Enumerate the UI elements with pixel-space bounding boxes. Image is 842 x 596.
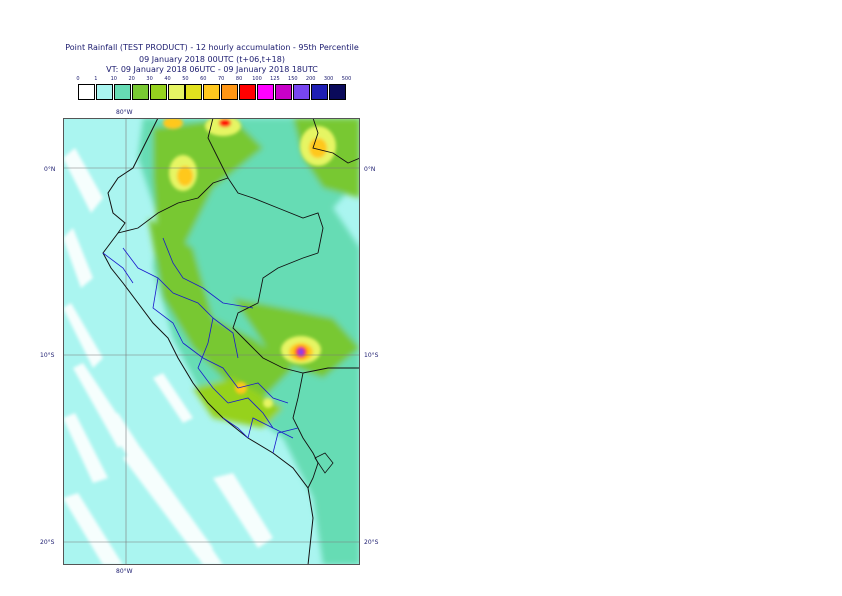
legend-threshold-label: 1 (94, 76, 98, 82)
precip-high-spots (163, 118, 336, 408)
lat-label-right-0: 0°N (364, 166, 376, 173)
dry-ocean-streaks (63, 148, 273, 565)
lake-titicaca (314, 452, 334, 474)
national-border-venezuela (312, 118, 360, 164)
lon-label-top: 80°W (116, 109, 133, 116)
regional-borders (102, 237, 299, 454)
legend-color-box (310, 84, 328, 100)
rainfall-map (63, 118, 360, 565)
lat-label-left-20: 20°S (40, 539, 55, 546)
legend-threshold-label: 50 (182, 76, 189, 82)
title-line-2: 09 January 2018 00UTC (t+06,t+18) (139, 55, 285, 64)
legend-color-box (328, 84, 346, 100)
legend-color-box (113, 84, 131, 100)
legend-threshold-label: 300 (323, 76, 334, 82)
legend-threshold-label: 10 (110, 76, 117, 82)
map-frame (63, 118, 360, 565)
legend-threshold-label: 150 (288, 76, 298, 82)
legend-threshold-label: 100 (252, 76, 262, 82)
legend-threshold-label: 0 (76, 76, 80, 82)
legend-threshold-label: 70 (218, 76, 225, 82)
lat-label-left-0: 0°N (44, 166, 56, 173)
national-border-ecuador (117, 177, 324, 254)
legend-color-box (221, 84, 239, 100)
legend-threshold-label: 500 (341, 76, 352, 82)
legend-color-box (185, 84, 203, 100)
legend-threshold-label: 20 (128, 76, 135, 82)
legend-threshold-label: 60 (200, 76, 207, 82)
legend-color-box (203, 84, 221, 100)
legend-color-box (167, 84, 185, 100)
lat-label-left-10: 10°S (40, 352, 55, 359)
legend-color-box (131, 84, 149, 100)
lat-label-right-10: 10°S (364, 352, 379, 359)
national-border-bolivia (292, 372, 319, 489)
legend-threshold-label: 40 (164, 76, 171, 82)
coastline (102, 118, 314, 565)
legend-threshold-label: 125 (270, 76, 280, 82)
legend-threshold-label: 30 (146, 76, 153, 82)
lat-label-right-20: 20°S (364, 539, 379, 546)
legend-threshold-label: 200 (305, 76, 316, 82)
national-border-colombia (207, 118, 229, 179)
legend-color-box (274, 84, 292, 100)
legend-color-box (292, 84, 310, 100)
legend-color-box (78, 84, 95, 100)
legend-color-box (239, 84, 257, 100)
title-line-3: VT: 09 January 2018 06UTC - 09 January 2… (106, 65, 318, 74)
title-line-1: Point Rainfall (TEST PRODUCT) - 12 hourl… (65, 43, 359, 52)
lon-label-bottom: 80°W (116, 568, 133, 575)
legend-color-box (149, 84, 167, 100)
legend-color-box (95, 84, 113, 100)
legend-color-box (257, 84, 274, 100)
legend-threshold-label: 80 (235, 76, 243, 82)
